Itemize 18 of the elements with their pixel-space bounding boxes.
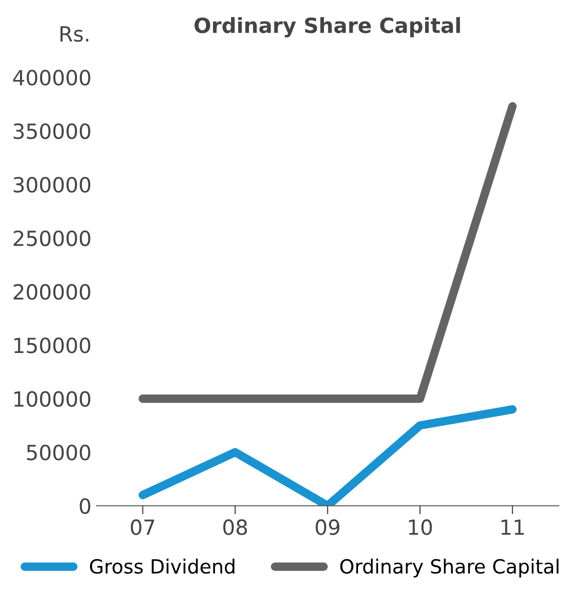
y-tick-label: 400000 [13,70,90,86]
y-tick-label: 150000 [14,338,90,354]
y-tick-label: 100000 [14,391,90,407]
x-tick-label: 08 [223,519,247,536]
y-tick-label: 0 [80,498,90,514]
y-tick-label: 350000 [14,123,90,140]
x-tick-label: 07 [130,519,154,536]
y-tick-label: 300000 [14,176,90,193]
y-tick-label: 200000 [14,284,90,300]
x-tick-label: 10 [409,519,432,536]
y-tick-label: 250000 [14,230,90,246]
y-axis-title: Rs. [60,26,88,42]
y-tick-label: 50000 [26,444,90,460]
x-tick-label: 11 [501,520,524,535]
chart-title: Ordinary Share Capital [194,17,460,38]
legend-label: Gross Dividend [90,558,234,574]
legend-label: Ordinary Share Capital [340,558,558,578]
x-tick-label: 09 [316,519,340,536]
